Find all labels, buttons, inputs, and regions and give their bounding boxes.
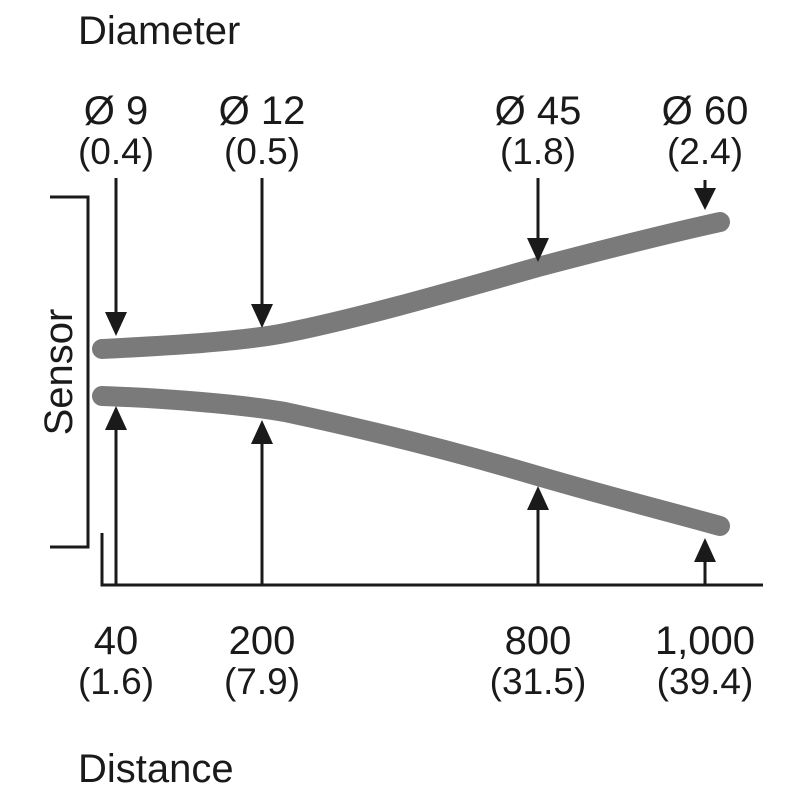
- distance-title: Distance: [78, 747, 234, 791]
- distance-label-2-in: (7.9): [224, 661, 300, 702]
- diameter-title: Diameter: [78, 9, 240, 53]
- diameter-label-3-mm: Ø 45: [495, 89, 582, 133]
- diameter-label-4-mm: Ø 60: [662, 89, 749, 133]
- distance-label-4-mm: 1,000: [655, 619, 755, 663]
- arrow-up-3: [527, 486, 549, 585]
- beam-lower-edge: [92, 386, 730, 536]
- diameter-label-1-in: (0.4): [78, 131, 154, 172]
- distance-label-1-in: (1.6): [78, 661, 154, 702]
- arrow-down-3: [527, 178, 549, 262]
- diameter-label-2-in: (0.5): [224, 131, 300, 172]
- arrow-up-4: [694, 538, 716, 585]
- distance-label-1-mm: 40: [94, 619, 139, 663]
- arrow-down-2: [251, 178, 273, 328]
- distance-label-3-mm: 800: [505, 619, 572, 663]
- diameter-label-3-in: (1.8): [500, 131, 576, 172]
- sensor-label: Sensor: [37, 309, 81, 436]
- distance-baseline: [100, 533, 763, 587]
- distance-label-4-in: (39.4): [657, 661, 754, 702]
- arrow-up-1: [105, 406, 127, 585]
- beam-upper-edge: [92, 212, 730, 359]
- distance-label-3-in: (31.5): [490, 661, 587, 702]
- distance-label-2-mm: 200: [229, 619, 296, 663]
- sensor-bracket: [50, 195, 90, 549]
- diameter-label-4-in: (2.4): [667, 131, 743, 172]
- arrow-down-4: [694, 180, 716, 210]
- diameter-label-2-mm: Ø 12: [219, 89, 306, 133]
- arrow-down-1: [105, 178, 127, 336]
- arrow-up-2: [251, 420, 273, 585]
- diameter-label-1-mm: Ø 9: [84, 89, 148, 133]
